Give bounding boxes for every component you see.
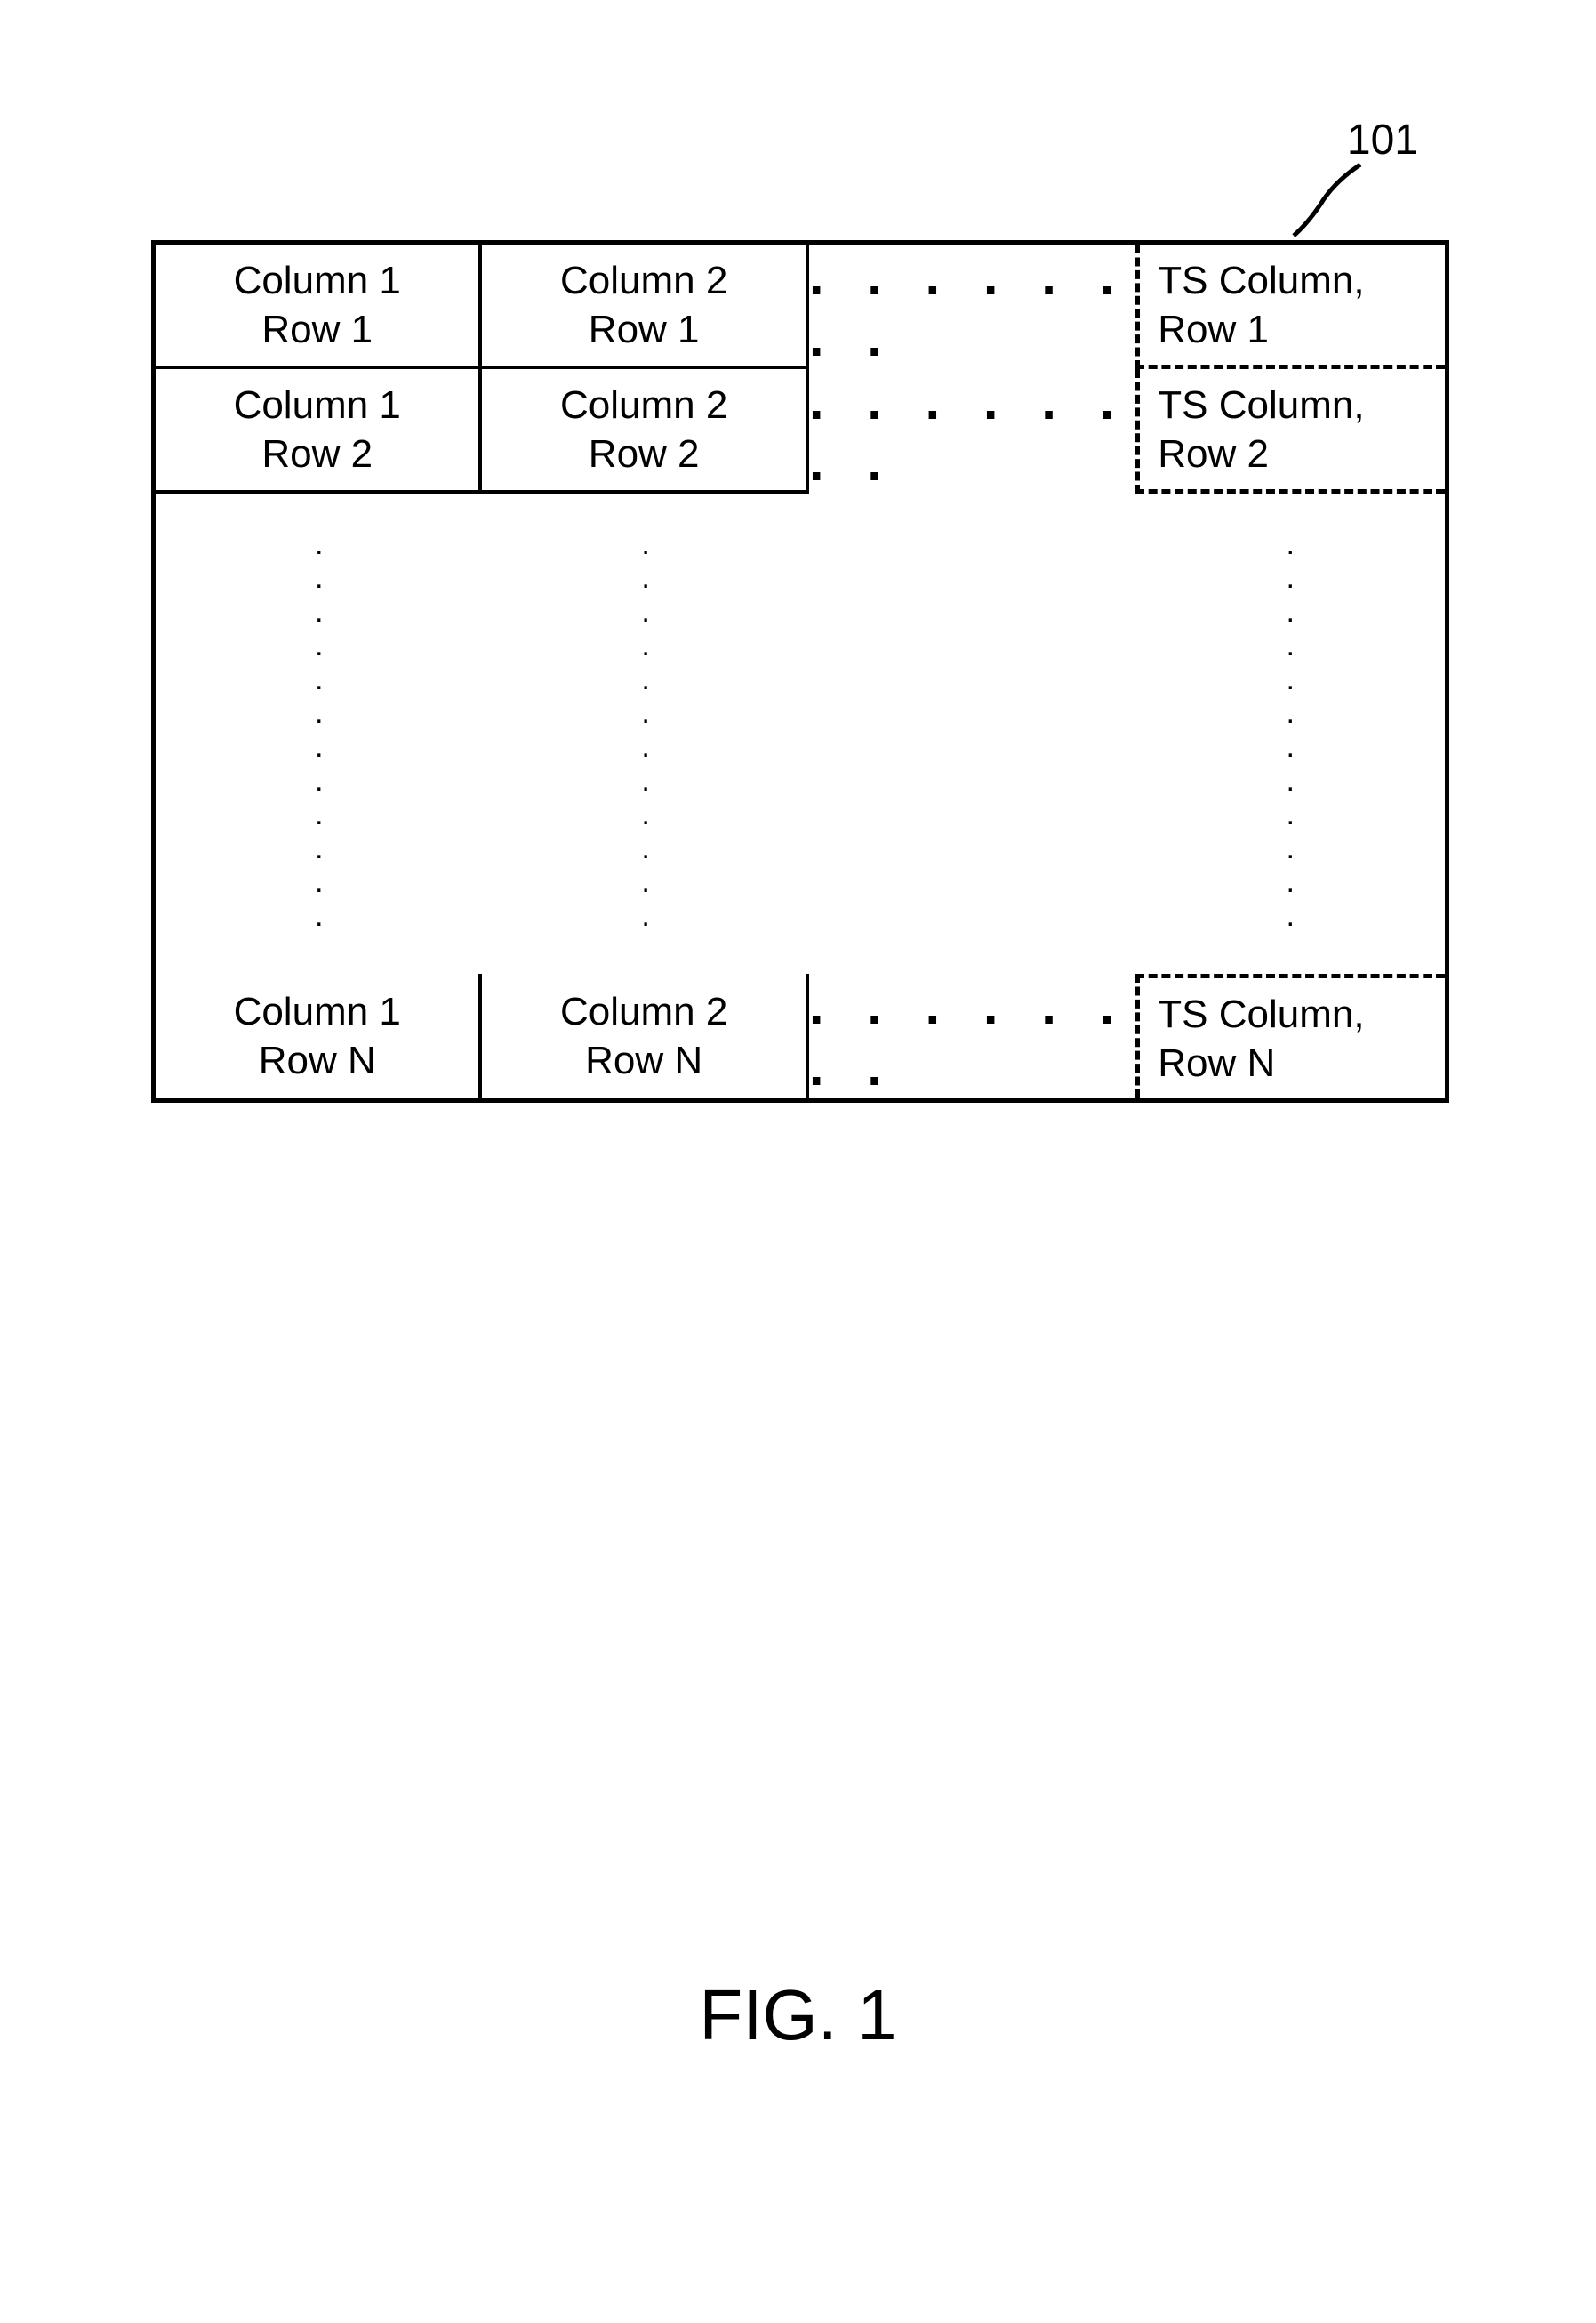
table-outer-border: Column 1 Row 1 Column 2 Row 1 . . . . . …	[151, 240, 1449, 1103]
cell-line: Column 2	[560, 381, 727, 430]
vdots-col3-empty	[809, 494, 1135, 974]
cell-line: Row N	[585, 1036, 702, 1085]
horizontal-dots-icon: . . . . . . . .	[809, 245, 1135, 368]
vertical-dots-icon: . . . . . . . . . . . .	[314, 531, 325, 936]
vertical-dots-icon: . . . . . . . . . . . .	[1285, 531, 1295, 936]
cell-ellipsis-row2: . . . . . . . .	[809, 369, 1135, 494]
cell-line: Column 2	[560, 987, 727, 1036]
table-ellipsis-row: . . . . . . . . . . . . . . . . . . . . …	[156, 494, 1445, 974]
cell-line: Row 2	[589, 430, 700, 478]
vdots-col4: . . . . . . . . . . . .	[1135, 494, 1445, 974]
cell-col2-rowN: Column 2 Row N	[482, 974, 808, 1098]
horizontal-dots-icon: . . . . . . . .	[809, 370, 1135, 493]
cell-line: TS Column,	[1158, 990, 1364, 1039]
cell-line: TS Column,	[1158, 256, 1364, 305]
cell-line: Row 1	[589, 305, 700, 354]
cell-col1-row2: Column 1 Row 2	[156, 369, 482, 494]
table-row: Column 1 Row 2 Column 2 Row 2 . . . . . …	[156, 369, 1445, 494]
cell-line: TS Column,	[1158, 381, 1364, 430]
cell-col2-row2: Column 2 Row 2	[482, 369, 808, 494]
cell-line: Row 2	[1158, 430, 1269, 478]
table-row: Column 1 Row 1 Column 2 Row 1 . . . . . …	[156, 245, 1445, 369]
cell-line: Column 1	[234, 987, 401, 1036]
cell-line: Column 1	[234, 381, 401, 430]
cell-line: Row N	[1158, 1039, 1275, 1088]
leader-line-icon	[1285, 160, 1374, 240]
cell-ts-row1: TS Column, Row 1	[1135, 245, 1445, 369]
table-diagram: Column 1 Row 1 Column 2 Row 1 . . . . . …	[151, 240, 1449, 1103]
vdots-col1: . . . . . . . . . . . .	[156, 494, 482, 974]
cell-ellipsis-row1: . . . . . . . .	[809, 245, 1135, 369]
vdots-col2: . . . . . . . . . . . .	[482, 494, 808, 974]
cell-line: Column 2	[560, 256, 727, 305]
cell-ts-row2: TS Column, Row 2	[1135, 369, 1445, 494]
cell-col1-rowN: Column 1 Row N	[156, 974, 482, 1098]
cell-ellipsis-rowN: . . . . . . . .	[809, 974, 1135, 1098]
cell-line: Row 1	[261, 305, 373, 354]
cell-col1-row1: Column 1 Row 1	[156, 245, 482, 369]
table-row: Column 1 Row N Column 2 Row N . . . . . …	[156, 974, 1445, 1098]
figure-caption: FIG. 1	[0, 1974, 1596, 2056]
cell-line: Row N	[259, 1036, 376, 1085]
cell-ts-rowN: TS Column, Row N	[1135, 974, 1445, 1098]
cell-col2-row1: Column 2 Row 1	[482, 245, 808, 369]
reference-number: 101	[1347, 116, 1418, 165]
cell-line: Row 1	[1158, 305, 1269, 354]
vertical-dots-icon: . . . . . . . . . . . .	[640, 531, 651, 936]
horizontal-dots-icon: . . . . . . . .	[809, 975, 1135, 1097]
cell-line: Column 1	[234, 256, 401, 305]
cell-line: Row 2	[261, 430, 373, 478]
